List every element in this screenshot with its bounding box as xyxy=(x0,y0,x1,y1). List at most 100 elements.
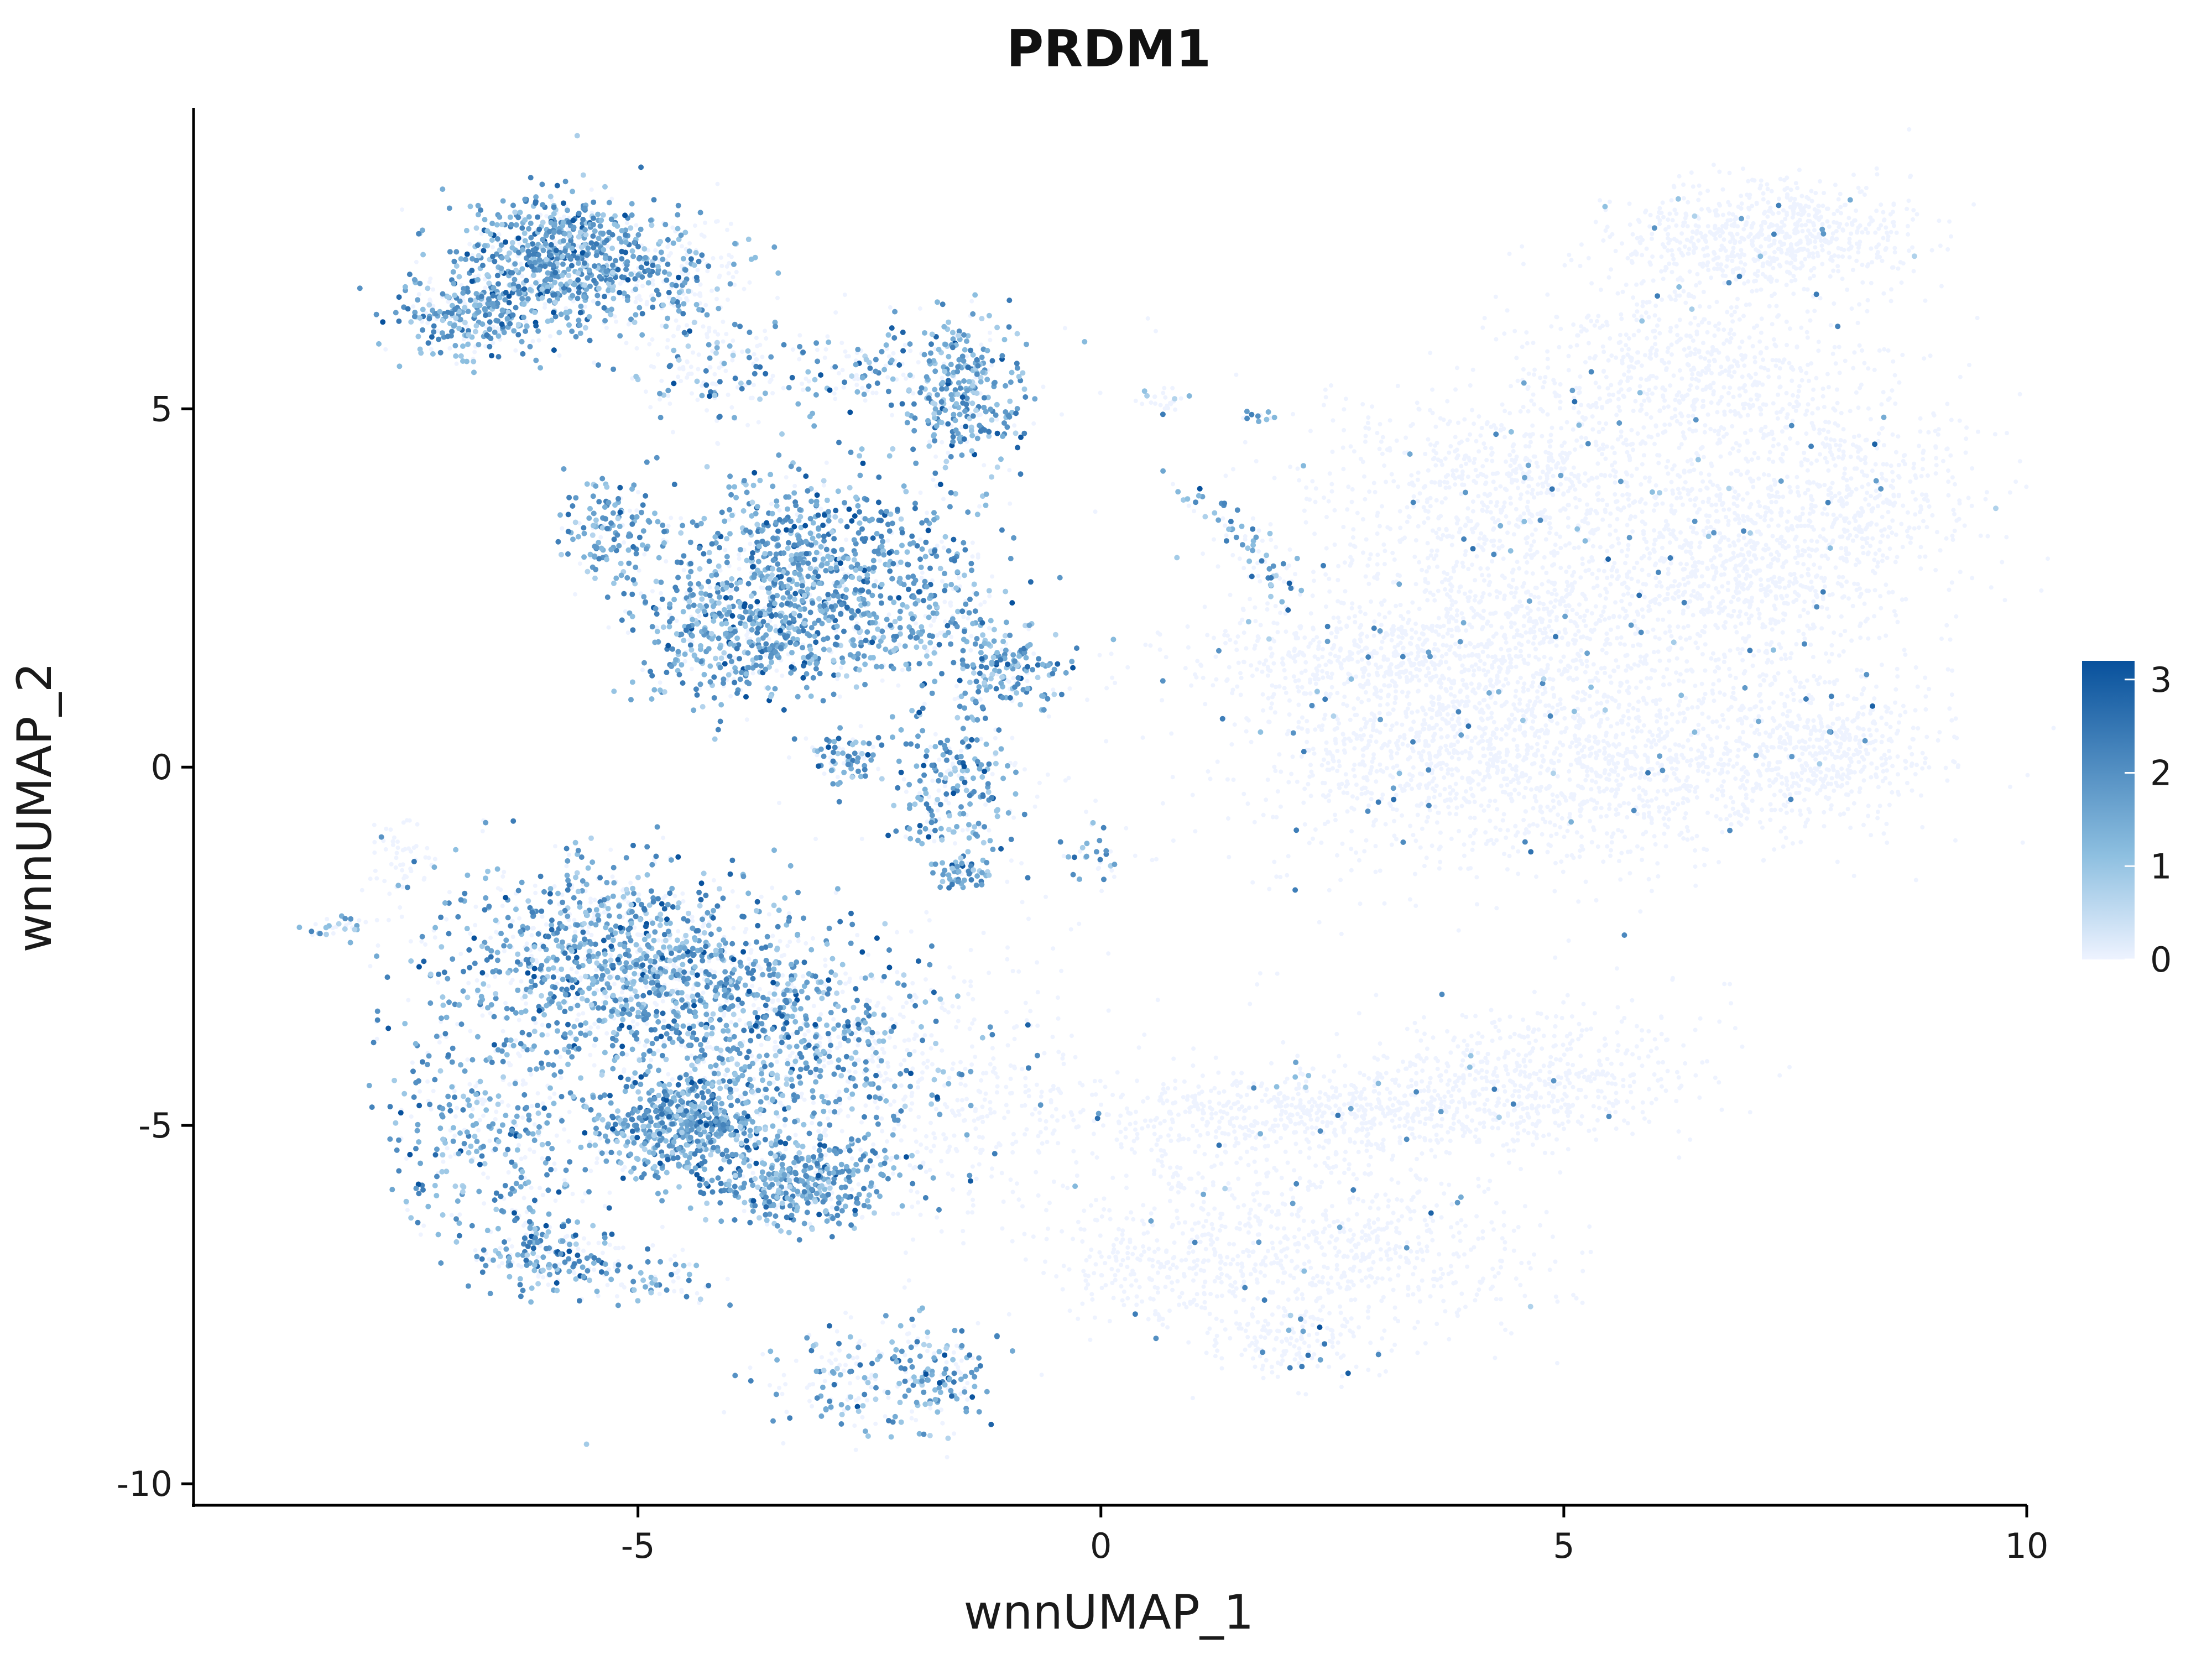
cell-point xyxy=(806,1029,811,1034)
cell-point xyxy=(533,883,538,888)
cell-point xyxy=(1949,234,1953,239)
cell-point xyxy=(951,1350,956,1355)
cell-point xyxy=(685,323,689,328)
cell-point xyxy=(852,1423,857,1428)
cell-point xyxy=(516,1051,521,1056)
cell-point xyxy=(901,1097,906,1102)
cell-point xyxy=(1789,366,1794,371)
cell-point xyxy=(666,393,671,398)
cell-point xyxy=(988,330,992,335)
cell-point xyxy=(1394,438,1399,443)
cell-point xyxy=(751,1003,756,1008)
cell-point xyxy=(1545,357,1550,362)
cell-point xyxy=(1463,523,1468,528)
cell-point xyxy=(1535,464,1540,469)
cell-point xyxy=(681,899,686,904)
cell-point xyxy=(1656,215,1661,220)
cell-point xyxy=(1856,250,1861,255)
cell-point xyxy=(1507,452,1512,457)
cell-point xyxy=(1835,208,1840,213)
cell-point xyxy=(612,982,617,987)
cell-point xyxy=(1761,197,1766,202)
cell-point xyxy=(709,288,714,293)
cell-point xyxy=(1837,345,1841,349)
cell-point xyxy=(1004,1010,1009,1014)
cell-point xyxy=(610,874,615,879)
cell-point xyxy=(1688,383,1693,388)
cell-point xyxy=(1670,248,1674,253)
cell-point xyxy=(854,383,859,387)
cell-point xyxy=(942,1008,947,1013)
cell-point xyxy=(1661,430,1666,435)
cell-point xyxy=(1756,476,1761,481)
cell-point xyxy=(2013,479,2018,484)
cell-point xyxy=(577,561,582,566)
cell-point xyxy=(1616,541,1621,546)
cell-point xyxy=(1558,399,1563,404)
cell-point xyxy=(781,1373,786,1378)
cell-point xyxy=(1707,472,1712,477)
cell-point xyxy=(1230,552,1235,557)
cell-point xyxy=(1788,253,1793,258)
cell-point xyxy=(1636,350,1640,355)
cell-point xyxy=(589,187,594,192)
cell-point xyxy=(1625,450,1630,455)
cell-point xyxy=(1985,534,1990,539)
cell-point xyxy=(1597,420,1601,425)
cell-point xyxy=(1765,186,1770,191)
cell-point xyxy=(1597,430,1601,435)
cell-point xyxy=(1704,366,1709,371)
cell-point xyxy=(1816,340,1821,345)
cell-point xyxy=(1824,206,1829,211)
cell-point xyxy=(1844,559,1849,564)
cell-point xyxy=(1456,420,1460,425)
cell-point xyxy=(1807,219,1812,224)
cell-point xyxy=(956,1019,961,1024)
cell-point xyxy=(1559,466,1564,471)
cell-point xyxy=(833,1357,838,1362)
cell-point xyxy=(1509,384,1513,389)
cell-point xyxy=(1661,276,1666,281)
cell-point xyxy=(479,231,484,236)
cell-point xyxy=(929,1033,934,1038)
cell-point xyxy=(764,336,769,341)
cell-point xyxy=(1769,189,1774,194)
cell-point xyxy=(1517,566,1522,571)
cell-point xyxy=(932,1351,937,1356)
cell-point xyxy=(1526,499,1530,504)
cell-point xyxy=(465,1057,470,1062)
cell-point xyxy=(500,874,505,879)
cell-point xyxy=(714,382,719,387)
cell-point xyxy=(1342,407,1347,412)
cell-point xyxy=(1511,532,1516,537)
cell-point xyxy=(620,1167,625,1172)
cell-point xyxy=(1457,441,1462,446)
cell-point xyxy=(1655,323,1660,328)
cell-point xyxy=(1496,518,1501,523)
cell-point xyxy=(1945,401,1950,406)
cell-point xyxy=(1804,330,1809,335)
cell-point xyxy=(708,1045,712,1050)
cell-point xyxy=(959,1098,964,1103)
cell-point xyxy=(482,276,487,281)
cell-point xyxy=(1922,356,1927,361)
cell-point xyxy=(1772,241,1777,246)
cell-point xyxy=(711,256,716,260)
cell-point xyxy=(1814,375,1819,380)
cell-point xyxy=(1491,479,1496,484)
cell-point xyxy=(878,558,883,563)
cell-point xyxy=(1815,406,1820,411)
cell-point xyxy=(1366,415,1371,420)
cell-point xyxy=(1153,401,1158,406)
cell-point xyxy=(848,1381,852,1386)
cell-point xyxy=(876,1064,881,1068)
cell-point xyxy=(1579,444,1584,449)
cell-point xyxy=(1050,1035,1055,1040)
cell-point xyxy=(500,1029,505,1034)
cell-point xyxy=(1667,294,1672,299)
cell-point xyxy=(1805,480,1810,485)
cell-point xyxy=(1743,355,1747,360)
cell-point xyxy=(916,1085,920,1090)
cell-point xyxy=(1670,467,1675,472)
cell-point xyxy=(1541,510,1546,515)
